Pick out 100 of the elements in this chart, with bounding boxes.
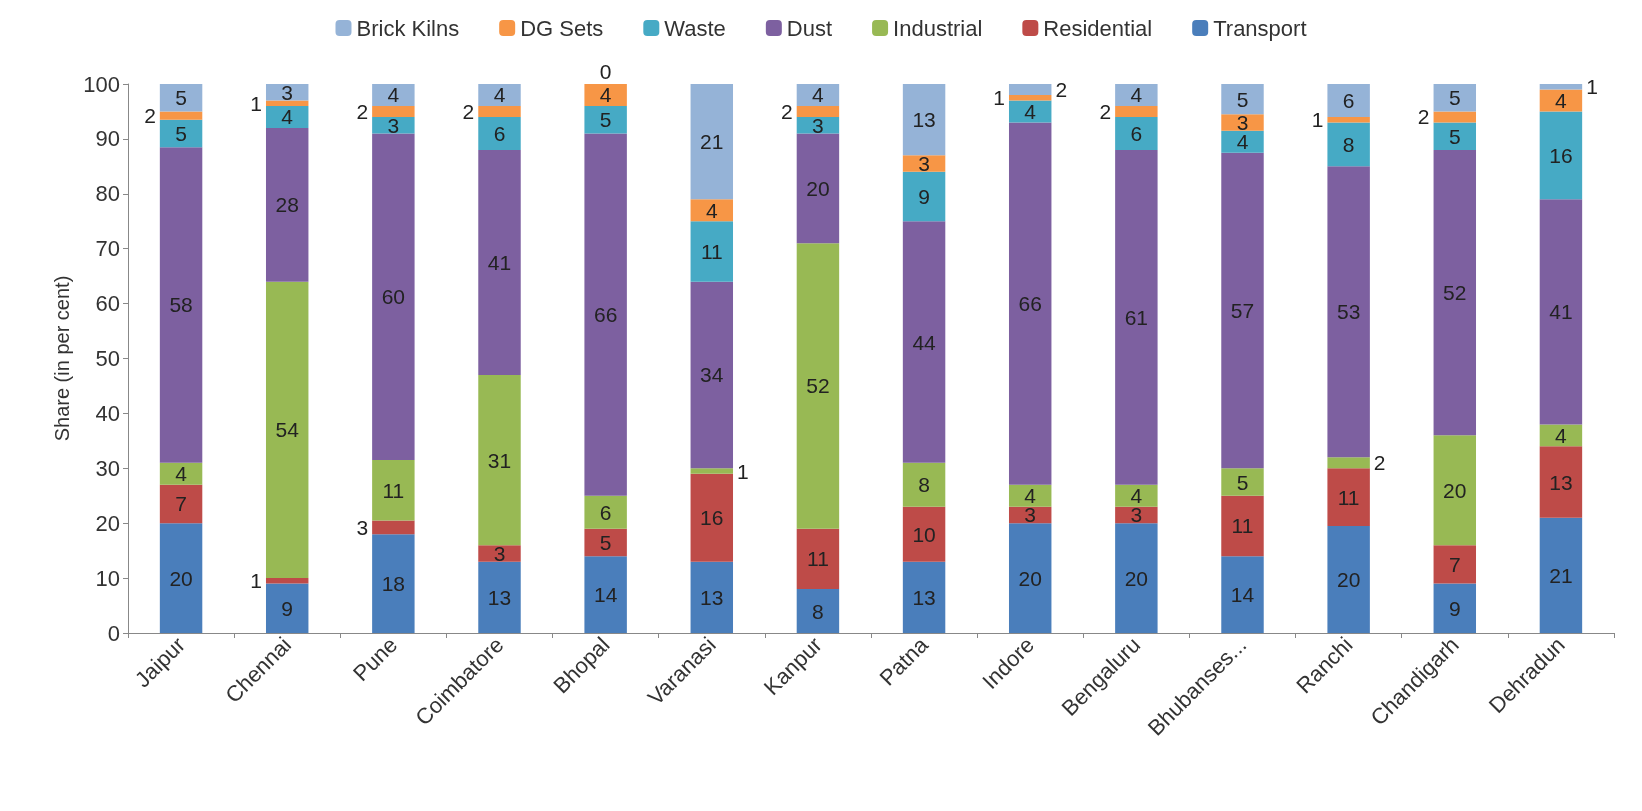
bar <box>690 561 734 633</box>
legend-label: Industrial <box>893 15 983 41</box>
bar <box>265 281 309 579</box>
data-label: 5 <box>1236 87 1249 111</box>
data-label: 2 <box>1417 105 1430 129</box>
data-label: 2 <box>144 104 156 128</box>
data-label: 0 <box>599 60 612 83</box>
bar <box>584 84 627 106</box>
data-label: 41 <box>1549 300 1573 324</box>
bar <box>1539 89 1583 112</box>
data-label: 2 <box>1055 77 1068 101</box>
legend-label: DG Sets <box>520 15 604 41</box>
data-label: 6 <box>1342 88 1355 112</box>
bar <box>478 545 521 562</box>
bar <box>372 105 415 117</box>
data-label: 44 <box>912 330 937 354</box>
data-label: 1 <box>737 459 749 483</box>
data-label: 20 <box>1124 566 1149 590</box>
data-label: 6 <box>493 121 506 145</box>
legend-label: Brick Kilns <box>356 15 460 41</box>
bar <box>1433 122 1477 150</box>
data-label: 4 <box>175 462 188 486</box>
data-label: 9 <box>281 596 294 620</box>
data-label: 21 <box>700 130 724 154</box>
data-label: 4 <box>705 198 718 222</box>
data-label: 3 <box>493 541 506 565</box>
bar <box>1539 424 1583 447</box>
data-label: 5 <box>175 86 187 110</box>
bar <box>1008 484 1052 507</box>
bar <box>1433 149 1477 436</box>
y-tick-label: 100 <box>83 71 120 97</box>
bar <box>690 221 734 282</box>
data-label: 11 <box>382 478 405 502</box>
data-label: 7 <box>1448 552 1461 576</box>
bar <box>1221 152 1264 469</box>
bar <box>690 473 734 562</box>
data-label: 13 <box>912 108 936 132</box>
data-label: 8 <box>918 473 930 497</box>
bar <box>1327 457 1370 469</box>
data-label: 8 <box>1342 132 1355 156</box>
bar <box>902 171 946 222</box>
bar <box>690 468 734 474</box>
data-label: 41 <box>487 250 512 274</box>
bar <box>902 462 946 507</box>
bar <box>372 460 415 521</box>
data-label: 4 <box>281 105 294 129</box>
data-label: 2 <box>356 99 369 123</box>
bar <box>1008 100 1052 123</box>
bar <box>1221 468 1264 496</box>
data-label: 20 <box>806 176 830 200</box>
bar <box>584 105 627 134</box>
data-label: 52 <box>806 374 830 398</box>
data-label: 6 <box>1130 121 1143 145</box>
data-label: 13 <box>1549 470 1573 494</box>
data-label: 1 <box>1586 75 1598 99</box>
data-label: 21 <box>1549 563 1573 587</box>
data-label: 57 <box>1230 298 1255 322</box>
data-label: 5 <box>1236 470 1249 494</box>
data-label: 1 <box>1311 108 1324 132</box>
y-tick-label: 10 <box>95 565 120 591</box>
data-label: 20 <box>1018 566 1042 590</box>
bar <box>478 149 521 375</box>
bar <box>1539 111 1583 200</box>
data-label: 11 <box>1337 485 1360 509</box>
bar <box>265 583 309 633</box>
legend-label: Transport <box>1213 15 1307 41</box>
bar <box>1221 556 1264 633</box>
bar <box>1433 545 1477 584</box>
data-label: 4 <box>1024 99 1037 123</box>
bar <box>1221 114 1264 131</box>
bar <box>159 484 203 524</box>
data-label: 9 <box>918 185 930 209</box>
bar <box>159 84 203 112</box>
bar <box>478 84 521 106</box>
bar <box>1221 84 1264 115</box>
bar <box>159 119 203 148</box>
bar <box>1115 84 1158 106</box>
bar <box>796 589 840 633</box>
bar <box>584 133 627 496</box>
bar <box>796 133 840 244</box>
bar <box>1115 523 1158 633</box>
y-tick-label: 80 <box>95 181 120 207</box>
bar <box>1539 84 1583 90</box>
data-label: 20 <box>1443 478 1467 502</box>
data-label: 11 <box>807 547 829 571</box>
data-label: 16 <box>700 506 724 530</box>
bar <box>1433 84 1477 112</box>
bar <box>902 506 946 562</box>
y-axis-title: Share (in per cent) <box>51 275 74 442</box>
data-label: 61 <box>1124 305 1149 329</box>
bar <box>1433 583 1477 633</box>
data-label: 10 <box>912 522 936 546</box>
legend-label: Waste <box>664 15 726 41</box>
data-label: 9 <box>1448 596 1461 620</box>
bar <box>265 127 309 282</box>
bar <box>690 281 734 469</box>
data-label: 13 <box>912 585 936 609</box>
bar <box>478 116 521 150</box>
data-label: 34 <box>700 363 724 387</box>
y-tick-label: 40 <box>95 400 120 426</box>
